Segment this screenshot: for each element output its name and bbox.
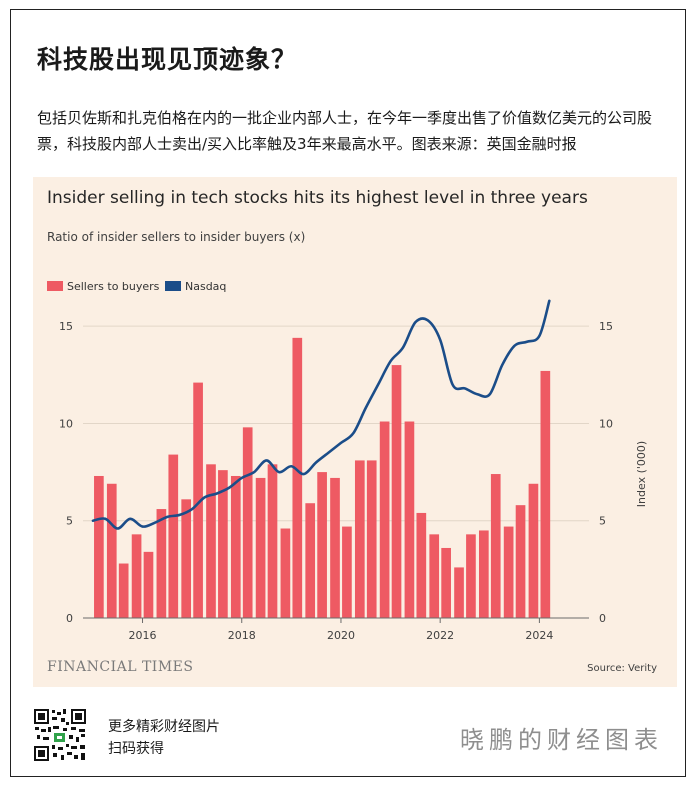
bar (317, 472, 327, 618)
chart-panel: Insider selling in tech stocks hits its … (33, 177, 677, 687)
legend-label-sellers: Sellers to buyers (67, 280, 160, 293)
line-series (91, 299, 551, 530)
bar (342, 526, 352, 618)
bar (404, 421, 415, 618)
left-axis-tick-label: 15 (59, 320, 73, 333)
x-axis-tick-label: 2016 (129, 629, 157, 642)
bar (106, 483, 117, 618)
chart-source: Source: Verity (587, 663, 657, 674)
bar-series (94, 337, 551, 618)
bar (230, 475, 241, 618)
bar (478, 530, 489, 618)
bar (354, 460, 365, 618)
page-title: 科技股出现见顶迹象？ (37, 45, 298, 74)
bar (280, 528, 291, 618)
right-axis-tick-label: 5 (599, 515, 606, 528)
chart-subtitle: Ratio of insider sellers to insider buye… (47, 230, 305, 244)
bar (255, 477, 266, 618)
bar (267, 464, 278, 618)
bar (305, 503, 316, 618)
bar (515, 505, 526, 618)
x-axis-tick-label: 2022 (426, 629, 454, 642)
footer: 更多精彩财经图片 扫码获得 晓鹏的财经图表 (11, 700, 687, 770)
card: 科技股出现见顶迹象？ 包括贝佐斯和扎克伯格在内的一批企业内部人士，在今年一季度出… (10, 9, 686, 777)
axes: 0 0 5 5 10 10 15 15 2016 2018 2020 2022 2024 (59, 320, 613, 642)
bar (379, 421, 390, 618)
bar (118, 563, 129, 618)
bar (466, 534, 476, 618)
ft-brand: FINANCIAL TIMES (47, 659, 193, 675)
bar (540, 370, 551, 618)
chart-title: Insider selling in tech stocks hits its … (47, 188, 588, 208)
bar (168, 454, 179, 618)
bar (429, 534, 440, 618)
footer-cta-line1: 更多精彩财经图片 (108, 719, 220, 735)
bar (454, 567, 464, 618)
bar (131, 534, 142, 618)
x-axis-tick-label: 2020 (327, 629, 355, 642)
bar (218, 470, 228, 618)
bar (391, 365, 402, 618)
legend-swatch-nasdaq (165, 281, 181, 291)
bar (528, 483, 539, 618)
bar (366, 460, 377, 618)
bar (181, 499, 192, 618)
left-axis-tick-label: 5 (66, 515, 73, 528)
nasdaq-line (91, 299, 551, 530)
bar (193, 382, 203, 618)
page-description: 包括贝佐斯和扎克伯格在内的一批企业内部人士，在今年一季度出售了价值数亿美元的公司… (37, 109, 653, 153)
footer-cta-line2: 扫码获得 (108, 741, 164, 757)
bar (416, 512, 427, 618)
legend-label-nasdaq: Nasdaq (185, 280, 226, 293)
right-axis-label: Index ('000) (635, 441, 648, 507)
x-axis-tick-label: 2024 (525, 629, 553, 642)
chart-svg: Insider selling in tech stocks hits its … (47, 188, 657, 675)
footer-brand: 晓鹏的财经图表 (460, 726, 663, 754)
bar (206, 464, 216, 618)
bar (156, 509, 167, 618)
bar (490, 474, 501, 618)
bar (503, 526, 514, 618)
bar (143, 551, 154, 618)
legend-swatch-sellers (47, 281, 63, 291)
qr-code-icon[interactable] (33, 708, 87, 762)
right-axis-tick-label: 0 (599, 612, 606, 625)
x-axis-tick-label: 2018 (228, 629, 256, 642)
right-axis-tick-label: 10 (599, 417, 613, 430)
bar (330, 477, 340, 618)
bar (94, 475, 104, 618)
bar (292, 337, 303, 618)
bar (441, 547, 451, 618)
bar (242, 427, 253, 618)
right-axis-tick-label: 15 (599, 320, 613, 333)
left-axis-tick-label: 0 (66, 612, 73, 625)
left-axis-tick-label: 10 (59, 417, 73, 430)
